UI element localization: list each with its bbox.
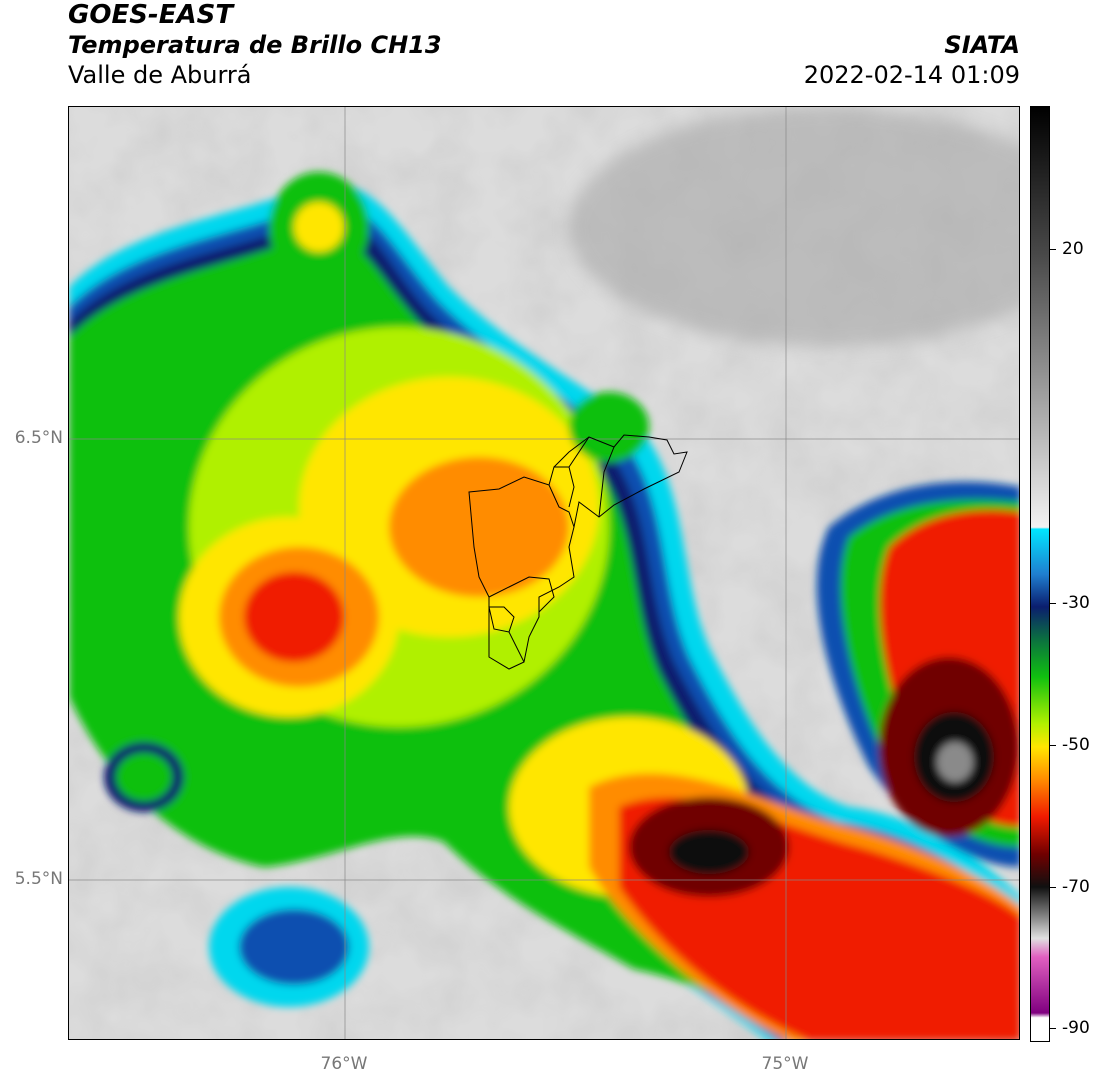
colorbar-label-minus90: -90 — [1062, 1018, 1090, 1038]
agency-title: SIATA — [944, 31, 1020, 59]
colorbar — [1030, 106, 1050, 1042]
title-block-left: GOES-EAST Temperatura de Brillo CH13 Val… — [68, 0, 442, 90]
cloud-field — [69, 172, 1019, 1039]
lon-label-76w: 76°W — [320, 1054, 368, 1074]
region-subtitle: Valle de Aburrá — [68, 61, 252, 89]
colorbar-tick — [1050, 603, 1056, 604]
colorbar-tick — [1050, 887, 1056, 888]
title-block-right: SIATA 2022-02-14 01:09 — [804, 30, 1020, 90]
lat-label-5-5n: 5.5°N — [14, 869, 63, 889]
colorbar-label-20: 20 — [1062, 239, 1084, 259]
colorbar-label-minus70: -70 — [1062, 877, 1090, 897]
lon-label-75w: 75°W — [761, 1054, 809, 1074]
warm-gray-patch — [569, 107, 1019, 347]
colorbar-label-minus30: -30 — [1062, 593, 1090, 613]
lat-label-6-5n: 6.5°N — [14, 428, 63, 448]
satellite-map[interactable] — [68, 106, 1020, 1040]
map-canvas — [69, 107, 1019, 1039]
datetime-label: 2022-02-14 01:09 — [803, 61, 1020, 89]
colorbar-gradient — [1031, 107, 1049, 1041]
colorbar-label-minus50: -50 — [1062, 735, 1090, 755]
colorbar-tick — [1050, 745, 1056, 746]
satellite-title: GOES-EAST — [68, 0, 234, 30]
colorbar-tick — [1050, 1028, 1056, 1029]
product-title: Temperatura de Brillo CH13 — [68, 31, 442, 59]
colorbar-tick — [1050, 249, 1056, 250]
valle-de-aburra-boundaries — [468, 434, 688, 670]
